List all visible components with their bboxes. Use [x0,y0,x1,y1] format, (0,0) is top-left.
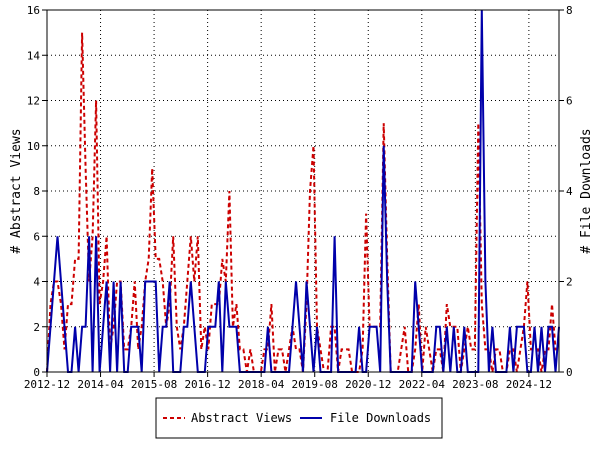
y-right-tick-label: 8 [566,4,573,17]
legend: Abstract Views File Downloads [155,397,443,439]
legend-box [155,397,443,439]
x-tick-label: 2014-04 [77,378,124,391]
y-right-tick-label: 0 [566,366,573,379]
y-left-tick-label: 2 [33,321,40,334]
x-tick-label: 2018-04 [238,378,285,391]
legend-label-file-downloads: File Downloads [330,411,431,425]
y-left-tick-label: 16 [27,4,40,17]
x-tick-label: 2020-12 [345,378,391,391]
y-left-tick-label: 4 [33,276,40,289]
y-axis-right-title: # File Downloads [579,128,594,253]
y-left-tick-label: 0 [33,366,40,379]
x-tick-label: 2015-08 [131,378,177,391]
y-left-tick-label: 14 [27,49,41,62]
y-left-tick-label: 6 [33,230,40,243]
y-right-tick-label: 6 [566,95,573,108]
x-tick-label: 2023-08 [452,378,498,391]
legend-label-abstract-views: Abstract Views [191,411,292,425]
y-left-tick-label: 8 [33,185,40,198]
x-tick-label: 2016-12 [184,378,230,391]
y-left-tick-label: 10 [27,140,40,153]
x-tick-label: 2019-08 [292,378,338,391]
y-right-tick-label: 4 [566,185,573,198]
x-tick-label: 2024-12 [506,378,552,391]
y-axis-left-title: # Abstract Views [9,128,24,253]
y-left-tick-label: 12 [27,95,40,108]
x-tick-label: 2022-04 [399,378,446,391]
axis-layer: 0 2 4 6 8 10 12 14 16 0 2 4 6 8 2012-12 2014-04 2015-08 2… [24,4,573,391]
y-right-tick-label: 2 [566,276,573,289]
x-tick-label: 2012-12 [24,378,70,391]
